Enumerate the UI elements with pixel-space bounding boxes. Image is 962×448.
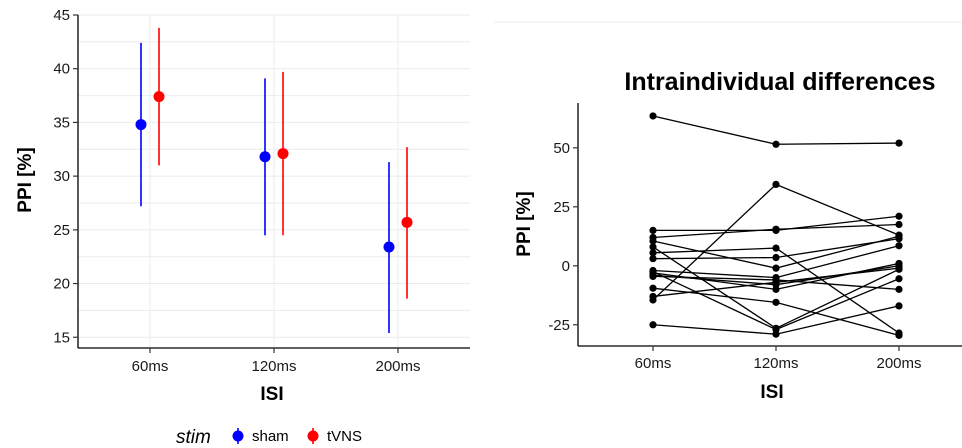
legend-label-sham: sham (252, 428, 289, 445)
individual-point (895, 285, 903, 293)
left-y-tick-label: 35 (53, 114, 70, 131)
left-x-tick-label: 200ms (375, 358, 420, 375)
individual-point (649, 255, 657, 263)
point-tVNS (277, 148, 289, 160)
legend-key-sham (232, 430, 244, 442)
left-y-tick-label: 25 (53, 222, 70, 239)
individual-point (772, 244, 780, 252)
left-x-tick-label: 60ms (132, 358, 169, 375)
left-marks (135, 27, 413, 333)
individual-line (652, 235, 900, 269)
right-y-tick-label: 25 (553, 199, 570, 216)
right-x-tick-label: 60ms (635, 355, 672, 372)
individual-point (895, 331, 903, 339)
point-tVNS (401, 216, 413, 228)
individual-point (772, 324, 780, 332)
right-x-tick-label: 120ms (753, 355, 798, 372)
point-sham (383, 241, 395, 253)
individual-point (649, 321, 657, 329)
legend-key-tVNS (307, 430, 319, 442)
point-tVNS (153, 91, 165, 103)
right-chart-title: Intraindividual differences (624, 68, 935, 96)
individual-point (895, 220, 903, 229)
individual-point (772, 276, 780, 284)
right-marks (649, 112, 903, 339)
legend-label-tVNS: tVNS (327, 428, 362, 445)
individual-point (649, 112, 657, 120)
individual-point (772, 253, 780, 262)
individual-point (649, 272, 657, 281)
right-y-tick-label: -25 (548, 317, 570, 334)
individual-point (895, 212, 903, 220)
individual-point (649, 237, 657, 245)
individual-point (895, 242, 903, 250)
left-x-tick-label: 120ms (251, 358, 296, 375)
right-y-tick-label: 50 (553, 140, 570, 157)
individual-point (895, 265, 903, 273)
right-x-tick-label: 200ms (876, 355, 921, 372)
individual-point (895, 139, 903, 147)
individual-point (772, 225, 780, 233)
individual-point (772, 298, 780, 306)
individual-point (895, 231, 903, 239)
individual-line (652, 115, 900, 145)
individual-point (772, 264, 780, 272)
individual-point (895, 302, 903, 310)
left-y-tick-label: 45 (53, 7, 70, 24)
legend-title: stim (176, 427, 211, 448)
individual-point (649, 284, 657, 292)
right-y-tick-label: 0 (562, 258, 570, 275)
right-x-axis-title: ISI (760, 382, 783, 403)
left-y-tick-label: 30 (53, 168, 70, 185)
individual-point (649, 249, 657, 257)
individual-point (649, 292, 657, 301)
left-y-tick-label: 15 (53, 329, 70, 346)
left-x-axis-title: ISI (260, 384, 283, 405)
right-y-axis-title: PPI [%] (514, 191, 535, 256)
individual-point (649, 226, 657, 234)
point-sham (259, 151, 271, 163)
legend: stim sham tVNS (176, 427, 362, 448)
individual-point (772, 140, 780, 148)
left-panel: 15 20 25 30 35 40 45 60ms 120ms 200ms ISI PPI [%]… (15, 7, 470, 448)
left-y-tick-label: 40 (53, 61, 70, 78)
left-gridlines (78, 14, 470, 348)
right-ticks: -25 0 25 50 60ms 120ms 200ms (548, 140, 921, 372)
point-sham (135, 119, 147, 131)
individual-point (772, 180, 780, 188)
left-ticks: 15 20 25 30 35 40 45 60ms 120ms 200ms (53, 7, 420, 375)
left-y-axis-title: PPI [%] (15, 147, 36, 212)
individual-point (895, 275, 903, 283)
right-panel: Intraindividual differences -25 0 25 50 60ms… (494, 21, 962, 403)
individual-point (649, 243, 657, 251)
left-y-tick-label: 20 (53, 276, 70, 293)
legend-items: sham tVNS (232, 428, 362, 445)
